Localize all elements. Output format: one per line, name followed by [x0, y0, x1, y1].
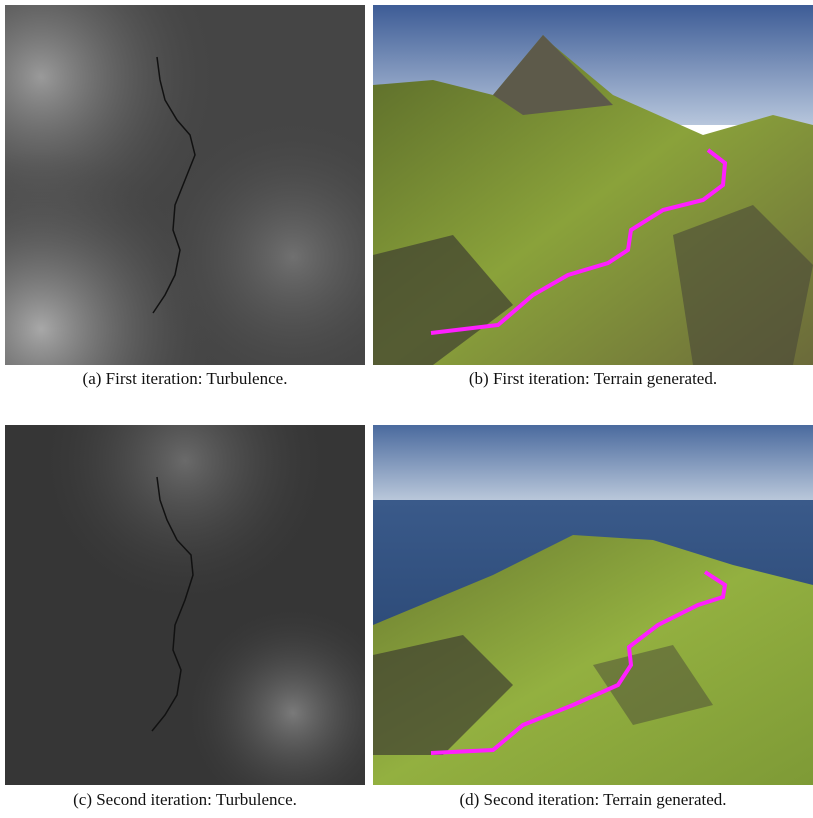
caption: (c) Second iteration: Turbulence. [5, 790, 365, 810]
terrain-image [373, 5, 813, 365]
turbulence-image [5, 425, 365, 785]
caption: (d) Second iteration: Terrain generated. [373, 790, 813, 810]
caption: (b) First iteration: Terrain generated. [373, 369, 813, 389]
figure-page: (a) First iteration: Turbulence. (b) Fir… [0, 0, 813, 818]
turbulence-image [5, 5, 365, 365]
terrain-image [373, 425, 813, 785]
caption: (a) First iteration: Turbulence. [5, 369, 365, 389]
